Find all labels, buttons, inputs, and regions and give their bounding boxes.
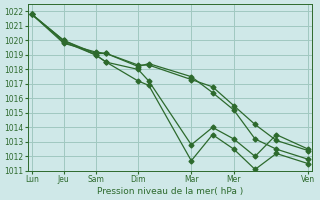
X-axis label: Pression niveau de la mer( hPa ): Pression niveau de la mer( hPa )	[97, 187, 243, 196]
